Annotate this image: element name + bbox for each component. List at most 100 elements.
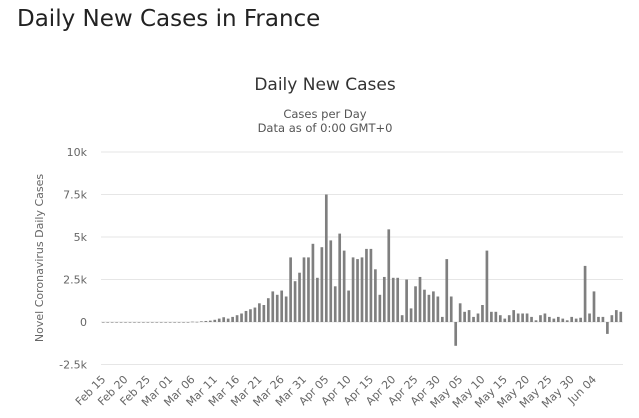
bar[interactable] bbox=[342, 250, 346, 322]
bar[interactable] bbox=[574, 318, 578, 322]
bar[interactable] bbox=[539, 315, 542, 322]
bar[interactable] bbox=[619, 311, 623, 322]
bar[interactable] bbox=[231, 316, 234, 322]
bar[interactable] bbox=[432, 291, 435, 322]
bar[interactable] bbox=[110, 322, 114, 323]
bar[interactable] bbox=[164, 322, 168, 323]
bar[interactable] bbox=[333, 286, 337, 322]
bar[interactable] bbox=[400, 315, 404, 322]
bar[interactable] bbox=[351, 257, 355, 322]
bar[interactable] bbox=[249, 309, 252, 322]
bar[interactable] bbox=[316, 277, 319, 322]
bar[interactable] bbox=[182, 322, 185, 323]
bar[interactable] bbox=[320, 247, 324, 322]
bar[interactable] bbox=[601, 316, 605, 322]
bar[interactable] bbox=[302, 257, 306, 322]
bar[interactable] bbox=[440, 316, 444, 322]
bar[interactable] bbox=[115, 322, 118, 323]
bar[interactable] bbox=[405, 279, 408, 323]
bar[interactable] bbox=[226, 318, 230, 322]
bar[interactable] bbox=[258, 303, 261, 322]
bar[interactable] bbox=[449, 296, 453, 323]
bar[interactable] bbox=[106, 322, 110, 323]
bar[interactable] bbox=[570, 316, 574, 322]
bar[interactable] bbox=[516, 313, 520, 323]
bar[interactable] bbox=[119, 322, 123, 323]
bar[interactable] bbox=[128, 322, 132, 323]
bar[interactable] bbox=[173, 322, 176, 323]
bar[interactable] bbox=[606, 322, 609, 334]
bar[interactable] bbox=[347, 290, 350, 322]
bar[interactable] bbox=[217, 318, 221, 322]
bar[interactable] bbox=[610, 315, 614, 322]
bar[interactable] bbox=[222, 317, 226, 322]
bar[interactable] bbox=[588, 313, 591, 323]
bar[interactable] bbox=[427, 294, 431, 322]
bar[interactable] bbox=[521, 313, 524, 323]
bar[interactable] bbox=[293, 281, 297, 322]
bar[interactable] bbox=[548, 316, 551, 322]
bar[interactable] bbox=[280, 290, 284, 322]
bar[interactable] bbox=[458, 303, 462, 322]
bar[interactable] bbox=[476, 313, 480, 323]
bar[interactable] bbox=[168, 322, 172, 323]
bar[interactable] bbox=[365, 248, 368, 322]
bar[interactable] bbox=[137, 322, 141, 323]
bar[interactable] bbox=[454, 322, 458, 346]
bar[interactable] bbox=[213, 319, 217, 322]
bar[interactable] bbox=[565, 320, 569, 322]
bar[interactable] bbox=[177, 322, 181, 323]
bar[interactable] bbox=[507, 315, 511, 322]
bar[interactable] bbox=[200, 321, 203, 322]
bar[interactable] bbox=[271, 291, 275, 322]
bar[interactable] bbox=[561, 318, 565, 322]
bar[interactable] bbox=[503, 318, 507, 322]
bar[interactable] bbox=[155, 322, 159, 323]
bar[interactable] bbox=[445, 259, 449, 322]
bar[interactable] bbox=[133, 322, 136, 323]
bar[interactable] bbox=[204, 320, 208, 322]
bar[interactable] bbox=[244, 310, 248, 322]
bar[interactable] bbox=[481, 305, 484, 322]
bar[interactable] bbox=[467, 310, 471, 322]
bar[interactable] bbox=[498, 315, 502, 322]
bar[interactable] bbox=[579, 317, 582, 322]
bar[interactable] bbox=[396, 277, 400, 322]
bar[interactable] bbox=[472, 316, 475, 322]
bar[interactable] bbox=[275, 294, 279, 322]
bar[interactable] bbox=[159, 322, 163, 323]
bar[interactable] bbox=[262, 305, 266, 322]
bar[interactable] bbox=[191, 321, 194, 323]
bar[interactable] bbox=[490, 311, 493, 322]
bar[interactable] bbox=[289, 257, 292, 322]
bar[interactable] bbox=[329, 240, 333, 322]
bar[interactable] bbox=[338, 233, 342, 322]
bar[interactable] bbox=[378, 294, 382, 322]
bar[interactable] bbox=[235, 315, 239, 322]
bar[interactable] bbox=[592, 291, 596, 322]
bar[interactable] bbox=[374, 269, 377, 322]
bar[interactable] bbox=[436, 296, 440, 323]
bar[interactable] bbox=[307, 257, 310, 322]
bar[interactable] bbox=[391, 277, 395, 322]
bar[interactable] bbox=[543, 313, 547, 323]
bar[interactable] bbox=[414, 286, 417, 322]
bar[interactable] bbox=[382, 276, 386, 322]
bar[interactable] bbox=[142, 322, 145, 323]
bar[interactable] bbox=[101, 322, 105, 323]
bar[interactable] bbox=[195, 321, 199, 323]
bar[interactable] bbox=[556, 316, 560, 322]
bar[interactable] bbox=[186, 322, 190, 323]
bar[interactable] bbox=[614, 310, 618, 322]
bar[interactable] bbox=[597, 316, 600, 322]
bar[interactable] bbox=[298, 272, 301, 322]
bar[interactable] bbox=[356, 259, 359, 322]
bar[interactable] bbox=[534, 320, 538, 322]
bar[interactable] bbox=[552, 318, 556, 322]
bar[interactable] bbox=[512, 310, 516, 322]
bar[interactable] bbox=[418, 276, 422, 322]
bar[interactable] bbox=[360, 257, 364, 322]
bar[interactable] bbox=[530, 316, 533, 322]
bar[interactable] bbox=[284, 296, 288, 323]
bar[interactable] bbox=[311, 243, 315, 322]
